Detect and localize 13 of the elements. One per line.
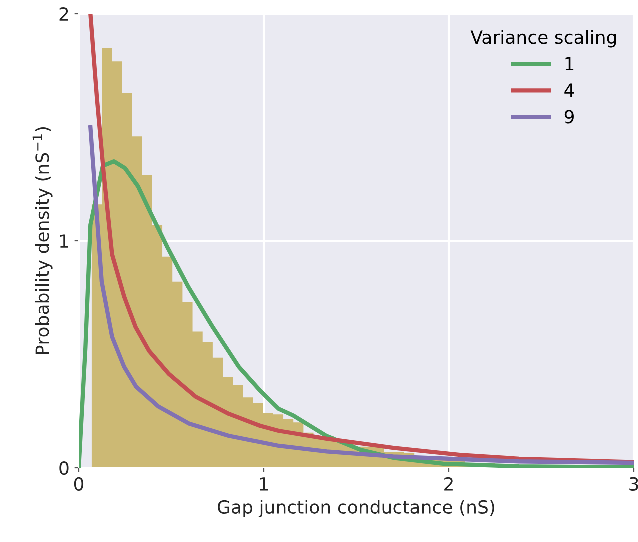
y-axis-title: Probability density (nS$^{−1}$) xyxy=(32,128,53,354)
y-tick-label: 0 xyxy=(60,461,69,476)
legend-label: 4 xyxy=(564,84,574,97)
x-tick-label: 1 xyxy=(260,478,268,491)
legend-title: Variance scaling xyxy=(470,30,616,48)
x-tick-label: 0 xyxy=(74,477,84,492)
y-tick-label: 1 xyxy=(60,234,68,248)
legend-label: 9 xyxy=(564,110,574,124)
y-tick-label: 2 xyxy=(60,7,68,21)
legend-label: 1 xyxy=(566,57,574,70)
x-axis-title: Gap junction conductance (nS) xyxy=(218,500,494,518)
x-tick-label: 3 xyxy=(630,477,638,492)
x-tick-label: 2 xyxy=(444,477,453,491)
